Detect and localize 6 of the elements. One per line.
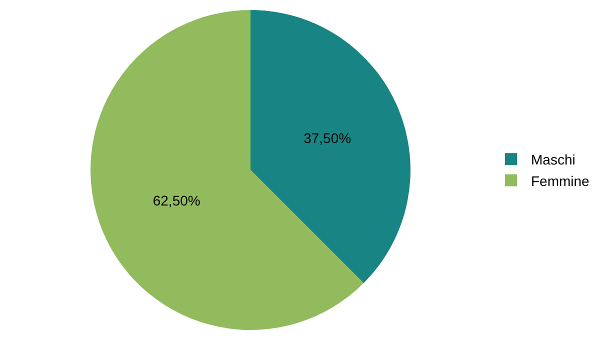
legend-label: Maschi [531, 152, 576, 168]
data-label: 37,50% [304, 130, 352, 146]
legend-label: Femmine [531, 172, 590, 189]
pie-slice [250, 10, 410, 284]
data-label: 62,50% [152, 192, 200, 209]
pie-slice [90, 10, 364, 330]
